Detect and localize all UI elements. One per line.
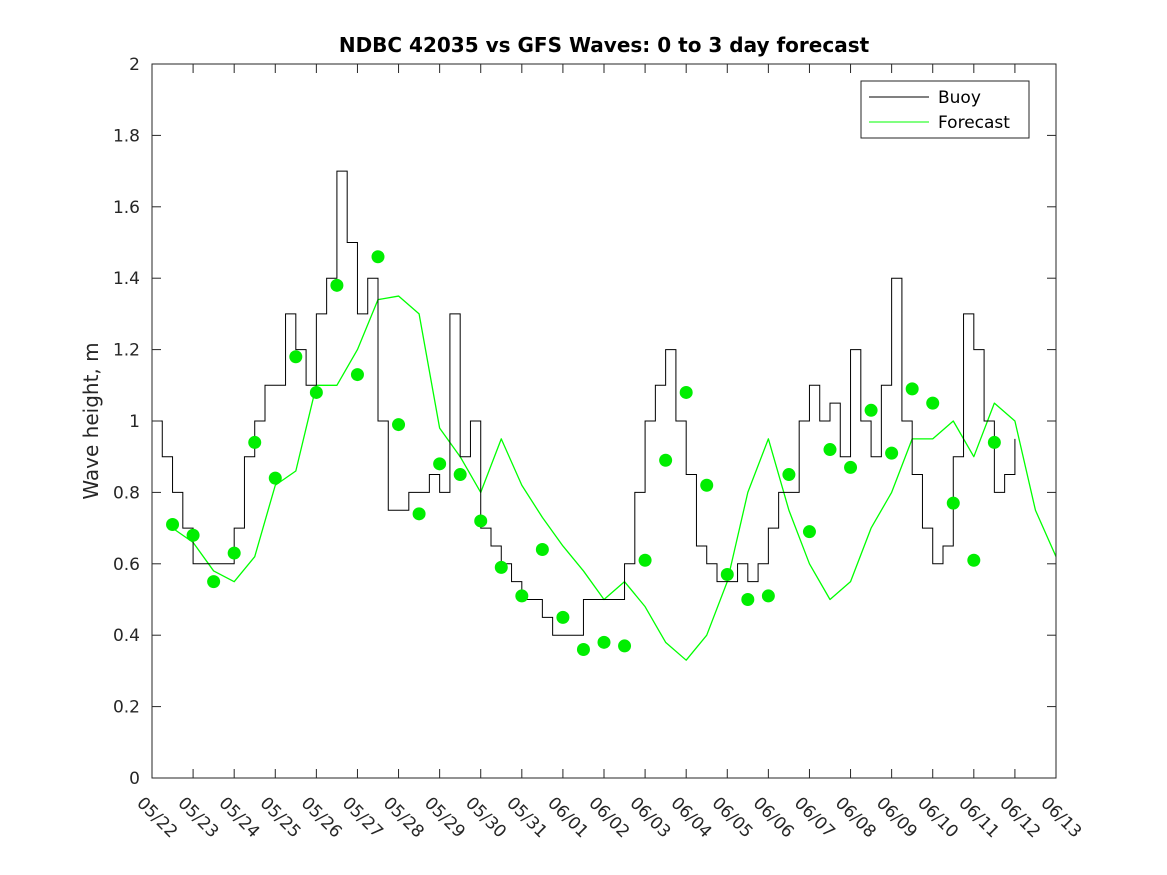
plot-area (152, 64, 1056, 778)
forecast-marker (576, 642, 590, 656)
forecast-marker (289, 350, 303, 364)
y-tick-label: 0.6 (113, 555, 140, 575)
legend-box (860, 80, 1030, 139)
forecast-marker (741, 593, 755, 606)
forecast-marker (248, 435, 262, 449)
y-tick-label: 0.8 (113, 483, 140, 503)
forecast-marker (330, 278, 344, 292)
forecast-marker (371, 250, 385, 264)
forecast-marker (905, 382, 919, 396)
forecast-marker (679, 385, 693, 399)
forecast-marker (700, 478, 714, 492)
forecast-series-line (172, 295, 1057, 661)
forecast-marker (802, 525, 816, 539)
forecast-marker (720, 568, 734, 582)
series-layer (152, 170, 1057, 661)
forecast-marker (350, 368, 364, 382)
y-tick-label: 1 (129, 412, 140, 432)
y-tick-labels: 0 0.2 0.4 0.6 0.8 1 1.2 1.4 1.6 1.8 2 (113, 55, 140, 789)
y-tick-label: 0 (129, 769, 140, 789)
chart-title: NDBC 42035 vs GFS Waves: 0 to 3 day fore… (339, 33, 870, 57)
forecast-marker (268, 471, 282, 485)
y-tick-label: 0.2 (113, 698, 140, 718)
legend-buoy-label: Buoy (938, 88, 981, 108)
forecast-marker (864, 403, 878, 417)
forecast-marker (227, 546, 241, 560)
forecast-marker (166, 518, 180, 532)
forecast-marker (474, 514, 488, 528)
forecast-marker (412, 507, 426, 521)
y-axis-label: Wave height, m (79, 342, 103, 499)
forecast-marker (515, 589, 529, 603)
forecast-marker (207, 575, 221, 589)
forecast-marker (926, 396, 940, 410)
marker-layer (166, 250, 1001, 656)
y-tick-label: 1.6 (113, 198, 140, 218)
forecast-marker (659, 453, 673, 467)
forecast-marker (782, 468, 796, 482)
y-tick-label: 1.4 (113, 269, 140, 289)
forecast-marker (885, 446, 899, 460)
forecast-marker (186, 528, 200, 542)
forecast-marker (987, 435, 1001, 449)
forecast-marker (946, 496, 960, 510)
forecast-marker (618, 639, 632, 653)
y-tick-label: 0.4 (113, 626, 140, 646)
y-tick-label: 1.2 (113, 341, 140, 361)
legend-forecast-label: Forecast (938, 113, 1010, 133)
buoy-series-line (152, 170, 1016, 636)
legend: Buoy Forecast (860, 80, 1030, 139)
forecast-marker (844, 460, 858, 474)
forecast-marker (309, 385, 323, 399)
y-tick-label: 1.8 (113, 126, 140, 146)
forecast-marker (638, 553, 652, 567)
forecast-marker (392, 418, 406, 432)
forecast-marker (556, 610, 570, 624)
forecast-marker (453, 468, 467, 482)
tick-layer (151, 63, 1057, 779)
forecast-marker (433, 457, 447, 471)
y-tick-label: 2 (129, 55, 140, 75)
forecast-marker (597, 635, 611, 649)
forecast-marker (494, 560, 508, 574)
forecast-marker (761, 589, 775, 603)
forecast-marker (967, 553, 981, 567)
forecast-marker (535, 543, 549, 557)
forecast-marker (823, 443, 837, 457)
